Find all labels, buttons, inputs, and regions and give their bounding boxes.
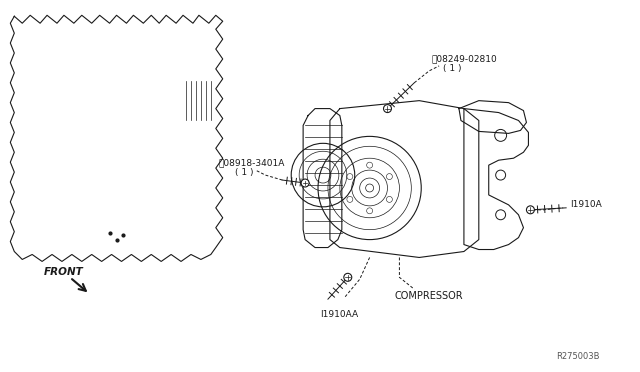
Circle shape	[344, 273, 352, 281]
Text: I1910AA: I1910AA	[320, 310, 358, 319]
Text: Ⓝ08918-3401A: Ⓝ08918-3401A	[219, 158, 285, 167]
Circle shape	[527, 206, 534, 214]
Text: ( 1 ): ( 1 )	[235, 168, 253, 177]
Circle shape	[383, 105, 392, 113]
Text: R275003B: R275003B	[556, 352, 600, 361]
Text: FRONT: FRONT	[44, 267, 84, 278]
Text: Ⓢ08249-02810: Ⓢ08249-02810	[431, 54, 497, 63]
Circle shape	[301, 179, 309, 187]
Text: COMPRESSOR: COMPRESSOR	[394, 291, 463, 301]
Text: I1910A: I1910A	[570, 200, 602, 209]
Text: ( 1 ): ( 1 )	[443, 64, 461, 73]
